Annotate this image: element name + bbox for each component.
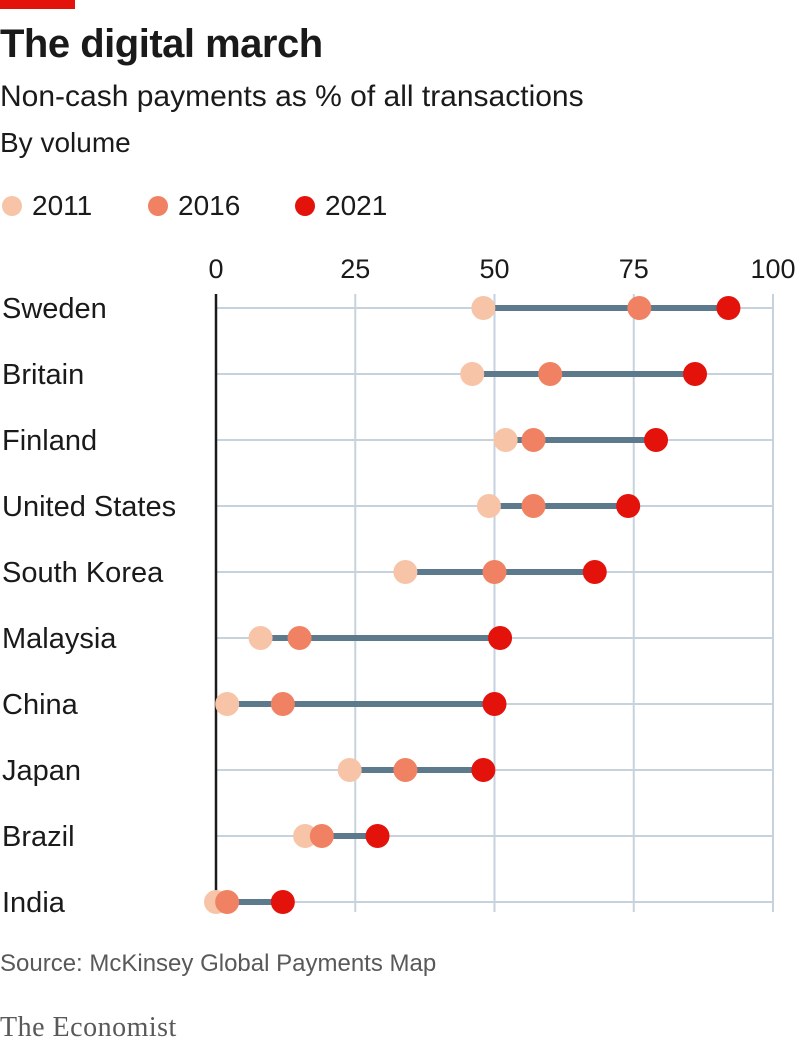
legend-label-2011: 2011	[32, 190, 93, 221]
legend-item-2016: 2016	[148, 190, 240, 222]
dot-2011	[215, 692, 240, 716]
dot-2011	[293, 824, 318, 848]
legend-item-2021: 2021	[295, 190, 387, 222]
source-note: Source: McKinsey Global Payments Map	[0, 950, 437, 977]
dot-2016	[270, 692, 295, 716]
category-label: United States	[2, 491, 176, 523]
dot-2016	[215, 890, 240, 914]
dot-2011	[476, 494, 501, 518]
category-label: Britain	[2, 359, 84, 391]
dot-2011	[493, 428, 518, 452]
category-label: India	[2, 887, 66, 919]
dot-2021	[582, 560, 607, 584]
dot-2021	[471, 758, 496, 782]
dot-2011	[337, 758, 362, 782]
dot-2016	[482, 560, 507, 584]
legend-dot-2011	[2, 196, 22, 216]
dot-2021	[488, 626, 513, 650]
dot-2021	[365, 824, 390, 848]
legend-label-2021: 2021	[325, 190, 388, 221]
chart-subtitle: Non-cash payments as % of all transactio…	[0, 80, 584, 113]
dot-2021	[644, 428, 669, 452]
dot-plot-chart: 0 25 50 75 100 Sweden Britain Finland United Sta…	[2, 254, 796, 919]
dot-2016	[538, 362, 563, 386]
category-label: China	[2, 689, 79, 721]
x-tick-label-75: 75	[619, 254, 649, 284]
dot-2021	[716, 296, 741, 320]
dot-2011	[248, 626, 273, 650]
category-label: Brazil	[2, 821, 75, 853]
dot-2016	[521, 428, 546, 452]
category-label: Japan	[2, 755, 81, 787]
accent-bar	[0, 0, 75, 9]
publisher-logo: The Economist	[0, 1012, 177, 1043]
legend-dot-2016	[148, 196, 168, 216]
chart-unit-note: By volume	[0, 127, 131, 158]
dot-2016	[521, 494, 546, 518]
dot-2021	[616, 494, 641, 518]
x-tick-label-0: 0	[208, 254, 223, 284]
category-label: South Korea	[2, 557, 164, 589]
dot-2021	[482, 692, 507, 716]
chart-title: The digital march	[0, 22, 323, 66]
dot-2016	[287, 626, 312, 650]
legend-item-2011: 2011	[2, 190, 92, 222]
dot-2011	[460, 362, 485, 386]
dot-2016	[627, 296, 652, 320]
legend-label-2016: 2016	[178, 190, 241, 221]
legend-dot-2021	[295, 196, 315, 216]
x-tick-label-25: 25	[340, 254, 370, 284]
dot-2011	[471, 296, 496, 320]
category-label: Finland	[2, 425, 97, 457]
dot-2021	[270, 890, 295, 914]
dot-2016	[309, 824, 334, 848]
dot-2021	[683, 362, 708, 386]
category-label: Sweden	[2, 293, 107, 325]
dot-2011	[393, 560, 418, 584]
x-tick-label-50: 50	[479, 254, 509, 284]
x-tick-label-100: 100	[750, 254, 795, 284]
dot-2016	[393, 758, 418, 782]
category-label: Malaysia	[2, 623, 117, 655]
